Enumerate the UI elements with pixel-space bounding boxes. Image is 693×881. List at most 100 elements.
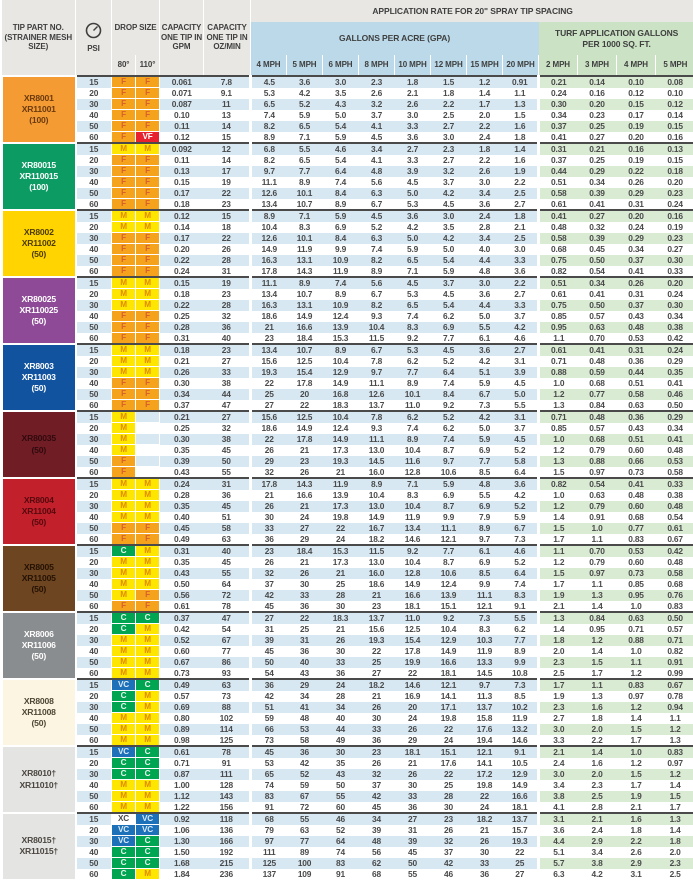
gpa-cell: 27 xyxy=(251,400,287,412)
gpa-cell: 8.5 xyxy=(467,568,503,579)
turf-cell: 3.0 xyxy=(539,769,578,780)
gpa-cell: 22 xyxy=(431,724,467,735)
drop-size-cell: F xyxy=(136,233,160,244)
capacity-gpm-cell: 0.15 xyxy=(160,177,204,188)
gpa-cell: 21 xyxy=(323,624,359,635)
drop-size-cell: M xyxy=(136,222,160,233)
gpa-cell: 10.6 xyxy=(431,568,467,579)
gpa-cell: 91 xyxy=(323,869,359,880)
turf-cell: 0.82 xyxy=(539,266,578,278)
gpa-cell: 10.4 xyxy=(395,557,431,568)
turf-cell: 2.0 xyxy=(539,646,578,657)
drop-size-cell: F xyxy=(112,244,136,255)
turf-cell: 0.23 xyxy=(656,233,693,244)
gpa-cell: 8.9 xyxy=(287,177,323,188)
psi-cell: 40 xyxy=(76,713,112,724)
gpa-cell: 24 xyxy=(287,512,323,523)
turf-cell: 0.71 xyxy=(617,624,656,635)
gpa-cell: 17.1 xyxy=(431,702,467,713)
gpa-cell: 10.4 xyxy=(359,322,395,333)
gpa-cell: 7.1 xyxy=(287,210,323,222)
tip-part-label-line: (50) xyxy=(3,584,75,595)
capacity-gpm-cell: 0.26 xyxy=(160,367,204,378)
turf-cell: 0.32 xyxy=(578,222,617,233)
turf-cell: 3.1 xyxy=(617,869,656,880)
gpa-cell: 5.5 xyxy=(467,322,503,333)
capacity-gpm-cell: 1.12 xyxy=(160,791,204,802)
gpa-cell: 39 xyxy=(359,825,395,836)
gpa-cell: 13.7 xyxy=(359,400,395,412)
gpa-cell: 27 xyxy=(251,612,287,624)
turf-cell: 2.0 xyxy=(578,724,617,735)
gpa-cell: 10.1 xyxy=(287,188,323,199)
tip-part-label-line: XR11003 xyxy=(3,372,75,383)
gpa-cell: 2.3 xyxy=(431,143,467,155)
turf-cell: 0.43 xyxy=(617,423,656,434)
gpa-cell: 19.3 xyxy=(359,635,395,646)
gpa-cell: 9.2 xyxy=(431,612,467,624)
capacity-oz-cell: 111 xyxy=(204,769,251,780)
gpa-cell: 24 xyxy=(323,679,359,691)
drop-size-cell: M xyxy=(112,423,136,434)
gpa-cell: 5.4 xyxy=(431,300,467,311)
psi-cell: 20 xyxy=(76,557,112,568)
gpa-cell: 26 xyxy=(323,635,359,646)
drop-size-cell: M xyxy=(112,445,136,456)
gpa-cell: 18.1 xyxy=(431,668,467,680)
gpa-cell: 56 xyxy=(359,847,395,858)
psi-column-header: PSI xyxy=(76,0,112,76)
gpa-cell: 6.5 xyxy=(287,155,323,166)
gpa-cell: 6.4 xyxy=(431,367,467,378)
gpa-cell: 6.9 xyxy=(467,501,503,512)
gpa-cell: 9.3 xyxy=(359,311,395,322)
capacity-oz-cell: 78 xyxy=(204,746,251,758)
psi-cell: 20 xyxy=(76,691,112,702)
gpa-cell: 6.3 xyxy=(359,188,395,199)
turf-cell: 0.68 xyxy=(617,512,656,523)
gpa-cell: 12.1 xyxy=(431,679,467,691)
turf-cell: 0.97 xyxy=(656,758,693,769)
gpa-cell: 3.0 xyxy=(467,277,503,289)
gpa-cell: 52 xyxy=(287,769,323,780)
capacity-gpm-cell: 0.25 xyxy=(160,311,204,322)
gpa-cell: 12.9 xyxy=(503,769,539,780)
gpa-cell: 30 xyxy=(395,780,431,791)
gpa-cell: 44 xyxy=(323,724,359,735)
capacity-gpm-cell: 0.18 xyxy=(160,199,204,211)
gpa-cell: 6.1 xyxy=(467,545,503,557)
turf-cell: 1.7 xyxy=(617,735,656,747)
capacity-oz-cell: 47 xyxy=(204,400,251,412)
gpa-cell: 15.7 xyxy=(503,825,539,836)
turf-cell: 0.41 xyxy=(578,289,617,300)
gpa-cell: 3.2 xyxy=(431,166,467,177)
gpa-cell: 26 xyxy=(467,836,503,847)
gpa-cell: 46 xyxy=(431,869,467,880)
gpa-cell: 8.9 xyxy=(503,646,539,657)
gpa-cell: 4.1 xyxy=(359,155,395,166)
gpa-cell: 10.9 xyxy=(323,255,359,266)
gpa-cell: 7.7 xyxy=(503,635,539,646)
gpa-cell: 21 xyxy=(359,691,395,702)
tip-part-label: XR8015†XR11015† xyxy=(2,813,76,880)
gpa-cell: 5.0 xyxy=(467,311,503,322)
capacity-gpm-cell: 0.43 xyxy=(160,467,204,479)
gpa-cell: 21 xyxy=(251,322,287,333)
gpa-cell: 34 xyxy=(287,691,323,702)
gpa-cell: 30 xyxy=(323,601,359,613)
gpa-cell: 2.7 xyxy=(503,289,539,300)
drop-size-cell: F xyxy=(112,177,136,188)
gpa-cell: 19.8 xyxy=(323,512,359,523)
gpa-cell: 33 xyxy=(323,657,359,668)
psi-cell: 40 xyxy=(76,847,112,858)
turf-cell: 0.18 xyxy=(656,166,693,177)
turf-cell: 0.71 xyxy=(656,635,693,646)
gpa-cell: 5.9 xyxy=(323,210,359,222)
psi-label: PSI xyxy=(87,44,100,54)
drop-size-cell: M xyxy=(112,568,136,579)
